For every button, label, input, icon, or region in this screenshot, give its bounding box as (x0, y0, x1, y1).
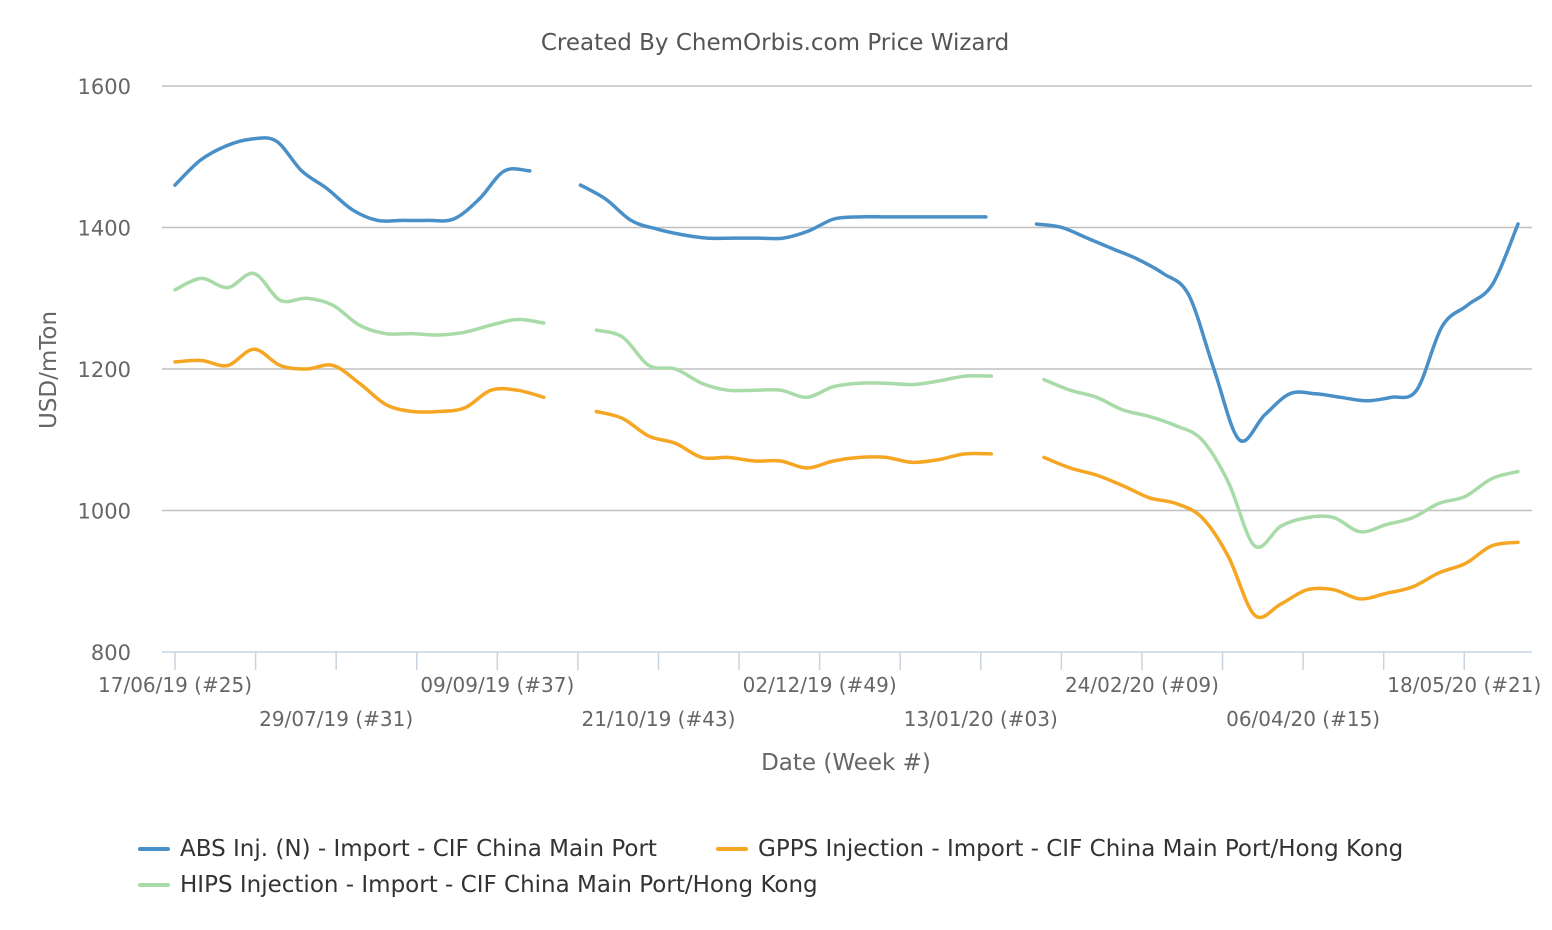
series-lines (173, 136, 1520, 620)
y-axis-ticks: 800 1000 1200 1400 1600 (78, 75, 131, 665)
legend-item-gpps[interactable]: GPPS Injection - Import - CIF China Main… (716, 836, 1403, 862)
y-tick-label-800: 800 (91, 641, 131, 665)
series-line-2-segment-2 (1042, 377, 1520, 550)
y-tick-label-1400: 1400 (78, 217, 131, 241)
legend-label-abs: ABS Inj. (N) - Import - CIF China Main P… (180, 836, 657, 862)
x-tick-label: 21/10/19 (#43) (581, 707, 735, 731)
x-axis-label: Date (Week #) (761, 750, 931, 776)
legend-label-hips: HIPS Injection - Import - CIF China Main… (180, 872, 818, 898)
series-line-0-segment-1 (578, 183, 988, 241)
x-tick-label: 17/06/19 (#25) (98, 673, 252, 697)
series-line-2-segment-1 (594, 328, 994, 400)
series-line-0-segment-2 (1034, 222, 1520, 443)
legend-swatch-gpps (716, 847, 748, 851)
x-tick-label: 06/04/20 (#15) (1226, 707, 1380, 731)
series-line-2-segment-0 (173, 271, 546, 337)
series-line-1-segment-0 (173, 347, 546, 414)
gridlines (162, 85, 1532, 653)
y-tick-label-1000: 1000 (78, 500, 131, 524)
line-chart: Created By ChemOrbis.com Price Wizard US… (36, 30, 1541, 776)
y-tick-label-1600: 1600 (78, 75, 131, 99)
x-tick-label: 09/09/19 (#37) (420, 673, 574, 697)
legend-swatch-hips (138, 883, 170, 887)
x-tick-label: 24/02/20 (#09) (1065, 673, 1219, 697)
x-tick-label: 13/01/20 (#03) (904, 707, 1058, 731)
legend-item-hips[interactable]: HIPS Injection - Import - CIF China Main… (138, 872, 818, 898)
legend-label-gpps: GPPS Injection - Import - CIF China Main… (758, 836, 1404, 862)
y-axis-label: USD/mTon (36, 311, 62, 429)
series-line-0-segment-0 (173, 136, 532, 223)
x-tick-label: 02/12/19 (#49) (743, 673, 897, 697)
series-line-1-segment-2 (1042, 455, 1520, 620)
x-axis: 17/06/19 (#25) 29/07/19 (#31) 09/09/19 (#3… (98, 652, 1541, 731)
x-tick-label: 18/05/20 (#21) (1387, 673, 1541, 697)
legend-item-abs[interactable]: ABS Inj. (N) - Import - CIF China Main P… (138, 836, 657, 862)
x-tick-label: 29/07/19 (#31) (259, 707, 413, 731)
legend-swatch-abs (138, 847, 170, 851)
series-line-1-segment-1 (594, 409, 994, 470)
y-tick-label-1200: 1200 (78, 358, 131, 382)
chart-title: Created By ChemOrbis.com Price Wizard (541, 30, 1009, 56)
